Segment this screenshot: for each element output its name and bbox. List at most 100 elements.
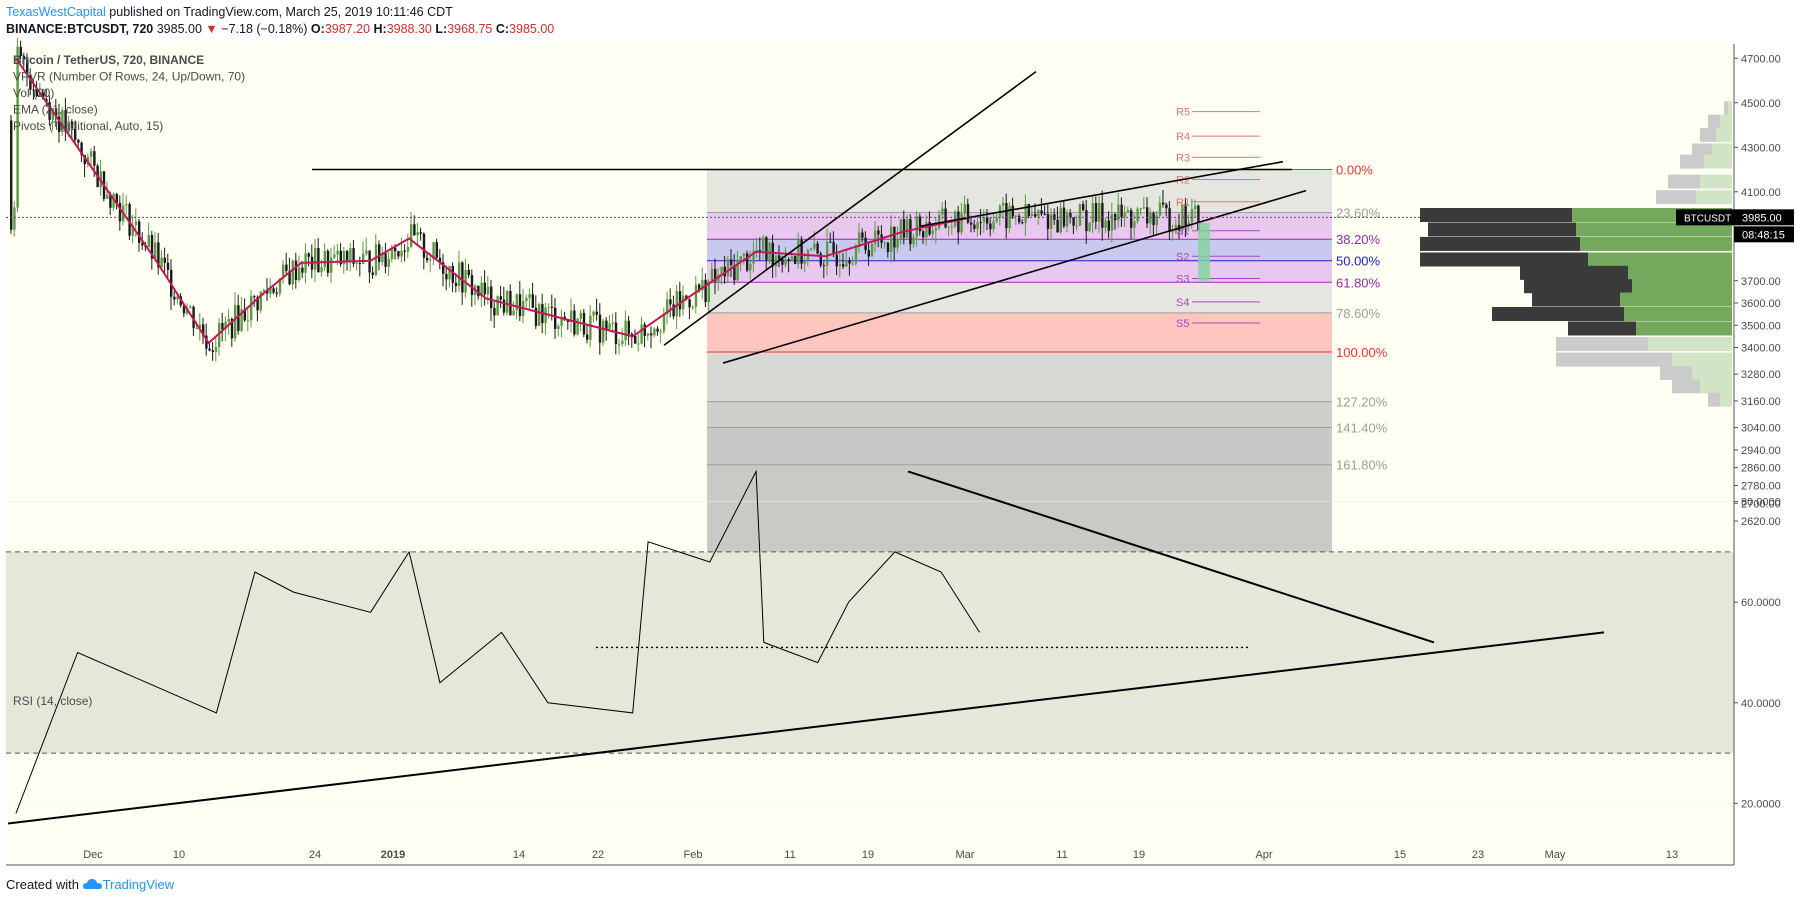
candle-body: [115, 194, 118, 203]
candle-body: [813, 243, 816, 249]
candle-body: [966, 204, 970, 223]
legend-item: EMA (21, close): [13, 103, 98, 117]
candle-body: [128, 204, 131, 236]
candle-body: [938, 214, 941, 229]
candle-body: [720, 266, 723, 275]
candle-body: [346, 251, 349, 261]
legend-item: VPVR (Number Of Rows, 24, Up/Down, 70): [13, 70, 245, 84]
candle-body: [867, 250, 870, 257]
candle-body: [1152, 212, 1155, 226]
candle-body: [1027, 204, 1030, 217]
candle-body: [989, 223, 992, 230]
trend-line[interactable]: [722, 189, 1307, 364]
fib-zone: [707, 427, 1332, 465]
candle-body: [592, 311, 595, 316]
high-value: 3988.30: [386, 22, 432, 36]
projection-box[interactable]: [1198, 222, 1210, 281]
price-axis[interactable]: 4700.004500.004300.004100.003900.003700.…: [1676, 44, 1794, 865]
price-tag-text: 3985.00: [1742, 212, 1782, 224]
volume-profile-down: [1556, 337, 1648, 352]
price-change: −7.18 (−0.18%): [221, 22, 308, 36]
candle-body: [413, 224, 416, 236]
candle-body: [1024, 204, 1027, 223]
candle-body: [726, 259, 730, 277]
candle-body: [426, 257, 429, 261]
rsi-trend-line[interactable]: [7, 631, 1605, 825]
candle-body: [918, 216, 922, 232]
candle-body: [336, 250, 339, 255]
candle-body: [1162, 202, 1165, 205]
rsi-pane[interactable]: RSI (14, close): [6, 469, 1734, 864]
last-price: 3985.00: [156, 22, 202, 36]
candle-body: [154, 242, 157, 259]
candle-body: [496, 296, 499, 316]
candle-body: [1168, 208, 1171, 232]
symbol-tag-text: BTCUSDT: [1684, 213, 1731, 224]
candle-body: [973, 224, 976, 229]
candle-body: [1056, 219, 1059, 233]
author-link[interactable]: TexasWestCapital: [6, 5, 106, 19]
legend-item: Bitcoin / TetherUS, 720, BINANCE: [13, 53, 204, 67]
rsi-tick-label: 80.0000: [1741, 497, 1781, 509]
fib-zone: [707, 401, 1332, 428]
pivot-label: R5: [1176, 107, 1190, 119]
volume-profile-down: [1692, 143, 1712, 158]
ema-line[interactable]: [15, 57, 973, 345]
trend-line[interactable]: [919, 160, 1284, 228]
volume-profile-up: [1720, 392, 1732, 407]
candle-body: [355, 262, 358, 264]
tradingview-link[interactable]: TradingView: [102, 877, 175, 892]
candle-body: [384, 253, 387, 267]
candle-body: [714, 269, 717, 282]
rsi-band-fill: [6, 551, 1734, 754]
candle-body: [614, 322, 618, 344]
trend-line[interactable]: [663, 70, 1037, 346]
candle-body: [566, 319, 570, 323]
candle-body: [486, 286, 490, 295]
candle-body: [890, 226, 893, 252]
chart-canvas[interactable]: 0.00% 23.60% 38.20% 50.00% 61.80% 78.60% 100.0…: [0, 0, 1798, 870]
candle-body: [416, 232, 419, 236]
candle-body: [928, 221, 931, 235]
candle-body: [970, 222, 973, 225]
price-tick-label: 4500.00: [1741, 98, 1781, 110]
time-tick-label: 19: [862, 849, 874, 861]
volume-profile-down: [1708, 114, 1720, 129]
volume-profile-up: [1712, 143, 1732, 158]
candle-body: [61, 110, 64, 132]
candle-body: [467, 269, 470, 276]
published-text: published on TradingView.com, March 25, …: [105, 5, 453, 19]
candle-body: [371, 272, 374, 275]
volume-profile-down: [1680, 154, 1704, 169]
candle-body: [733, 265, 736, 281]
candle-body: [643, 324, 646, 336]
candle-body: [374, 244, 378, 275]
rsi-line[interactable]: [15, 469, 981, 814]
candle-body: [451, 265, 454, 283]
low-value: 3968.75: [447, 22, 493, 36]
candle-body: [298, 267, 301, 281]
candle-body: [477, 285, 480, 297]
candle-body: [528, 294, 531, 298]
candle-body: [656, 328, 659, 332]
candle-body: [381, 253, 384, 263]
candle-body: [861, 232, 864, 238]
time-axis[interactable]: Dec 10 24 2019 14 22 Feb 11 19 Mar 11 19 Apr 15 23 May 1…: [6, 849, 1734, 866]
candle-body: [1123, 212, 1126, 217]
candle-body: [317, 247, 320, 273]
candle-body: [618, 343, 621, 345]
indicator-legend: Bitcoin / TetherUS, 720, BINANCE VPVR (Nu…: [13, 53, 245, 133]
candle-body: [954, 211, 957, 227]
candle-body: [979, 222, 982, 224]
candle-body: [86, 156, 90, 165]
rsi-trend-line[interactable]: [907, 470, 1435, 644]
candle-body: [1165, 204, 1168, 209]
candle-body: [435, 242, 438, 258]
candle-body: [509, 290, 512, 316]
candle-body: [982, 216, 986, 223]
candle-body: [941, 208, 944, 215]
candle-body: [957, 211, 960, 233]
volume-profile-down: [1660, 365, 1692, 380]
candle-body: [1082, 204, 1085, 211]
candle-body: [445, 273, 448, 280]
